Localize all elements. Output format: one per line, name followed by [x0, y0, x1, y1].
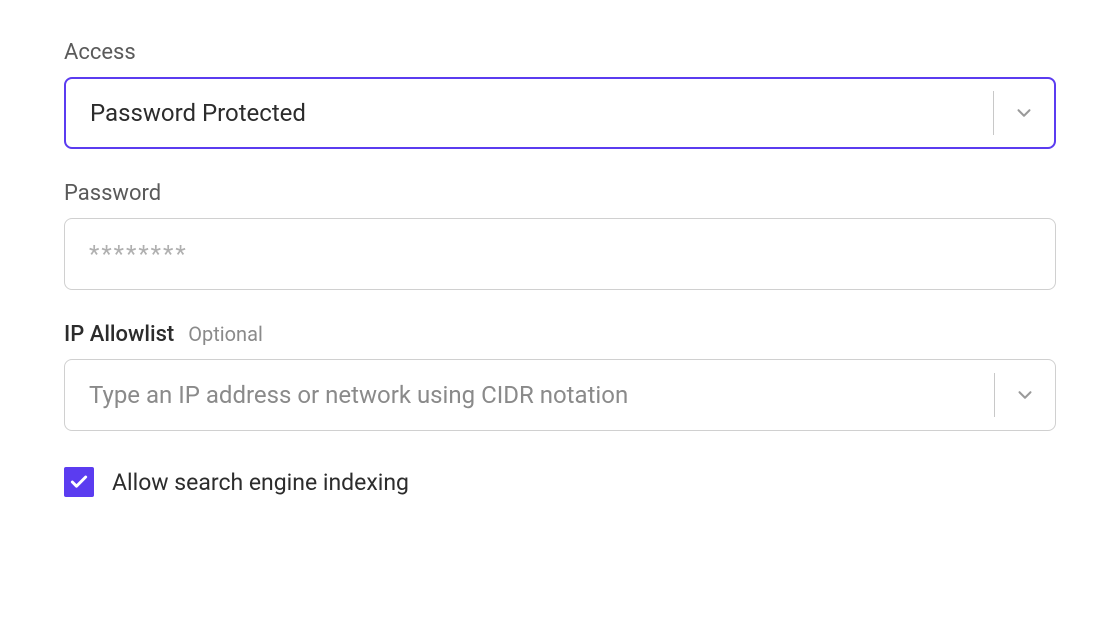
- ip-allowlist-placeholder: Type an IP address or network using CIDR…: [65, 360, 994, 430]
- chevron-down-icon: [994, 102, 1054, 124]
- password-field-group: Password: [64, 181, 1056, 290]
- access-select-value: Password Protected: [66, 78, 993, 148]
- chevron-down-icon: [995, 384, 1055, 406]
- indexing-checkbox-label: Allow search engine indexing: [112, 469, 409, 496]
- access-label: Access: [64, 40, 1056, 65]
- ip-allowlist-field-group: IP Allowlist Optional Type an IP address…: [64, 322, 1056, 431]
- indexing-checkbox-row[interactable]: Allow search engine indexing: [64, 467, 1056, 497]
- indexing-checkbox[interactable]: [64, 467, 94, 497]
- ip-allowlist-select[interactable]: Type an IP address or network using CIDR…: [64, 359, 1056, 431]
- optional-tag: Optional: [188, 322, 263, 346]
- access-select[interactable]: Password Protected: [64, 77, 1056, 149]
- password-input[interactable]: [64, 218, 1056, 290]
- ip-allowlist-label: IP Allowlist Optional: [64, 322, 1056, 347]
- check-icon: [69, 472, 89, 492]
- access-field-group: Access Password Protected: [64, 40, 1056, 149]
- password-label: Password: [64, 181, 1056, 206]
- ip-allowlist-label-text: IP Allowlist: [64, 322, 174, 347]
